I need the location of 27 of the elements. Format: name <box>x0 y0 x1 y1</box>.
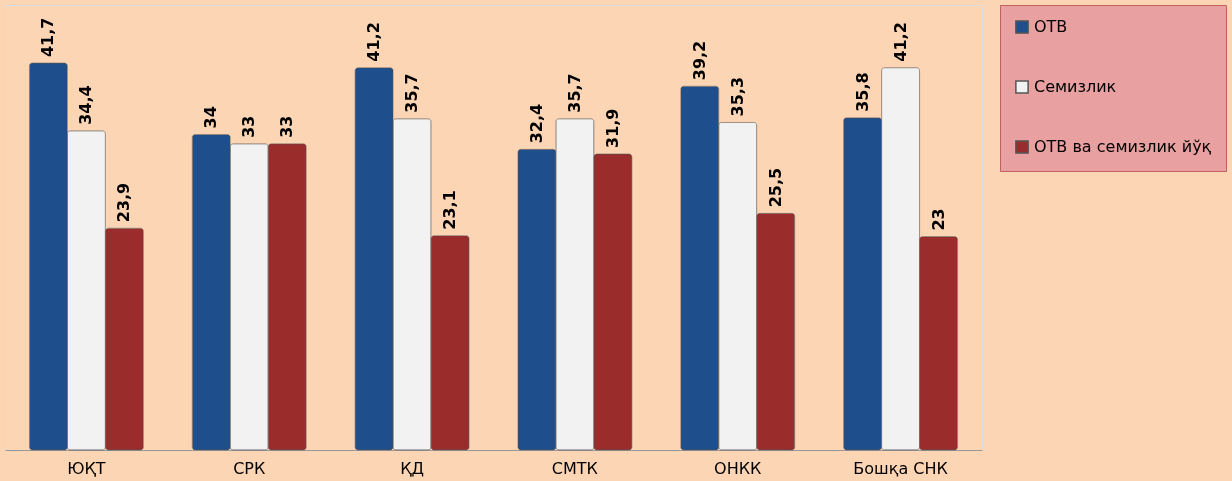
data-label: 35,7 <box>402 73 422 113</box>
data-label: 41,2 <box>364 22 384 62</box>
data-label: 35,3 <box>727 76 747 117</box>
data-label: 35,7 <box>564 73 584 113</box>
x-tick-label: Бошқа СНК <box>853 458 949 478</box>
data-label: 33 <box>277 115 297 138</box>
data-label: 25,5 <box>765 167 785 208</box>
data-label: 23,9 <box>114 182 134 223</box>
x-tick-label: ЮҚТ <box>67 458 106 478</box>
data-label: 33 <box>239 115 259 138</box>
x-tick-label: СМТК <box>551 458 599 478</box>
x-tick-label: ҚД <box>400 458 425 478</box>
data-label: 32,4 <box>526 103 546 144</box>
data-label: 41,2 <box>890 22 910 62</box>
x-tick-label: ОНКК <box>714 458 763 478</box>
data-label: 41,7 <box>38 17 58 58</box>
data-label: 34,4 <box>76 85 96 125</box>
data-label: 23 <box>928 208 948 231</box>
x-tick-label: СРК <box>233 458 266 478</box>
data-label: 23,1 <box>440 190 460 230</box>
data-label: 35,8 <box>852 72 872 112</box>
data-label: 39,2 <box>689 40 709 81</box>
legend-label: Семизлик <box>1034 77 1117 96</box>
data-label: 34 <box>201 106 221 129</box>
data-label: 31,9 <box>602 108 622 148</box>
legend-label: ОТВ <box>1034 17 1068 36</box>
legend-label: ОТВ ва семизлик йўқ <box>1034 137 1212 156</box>
